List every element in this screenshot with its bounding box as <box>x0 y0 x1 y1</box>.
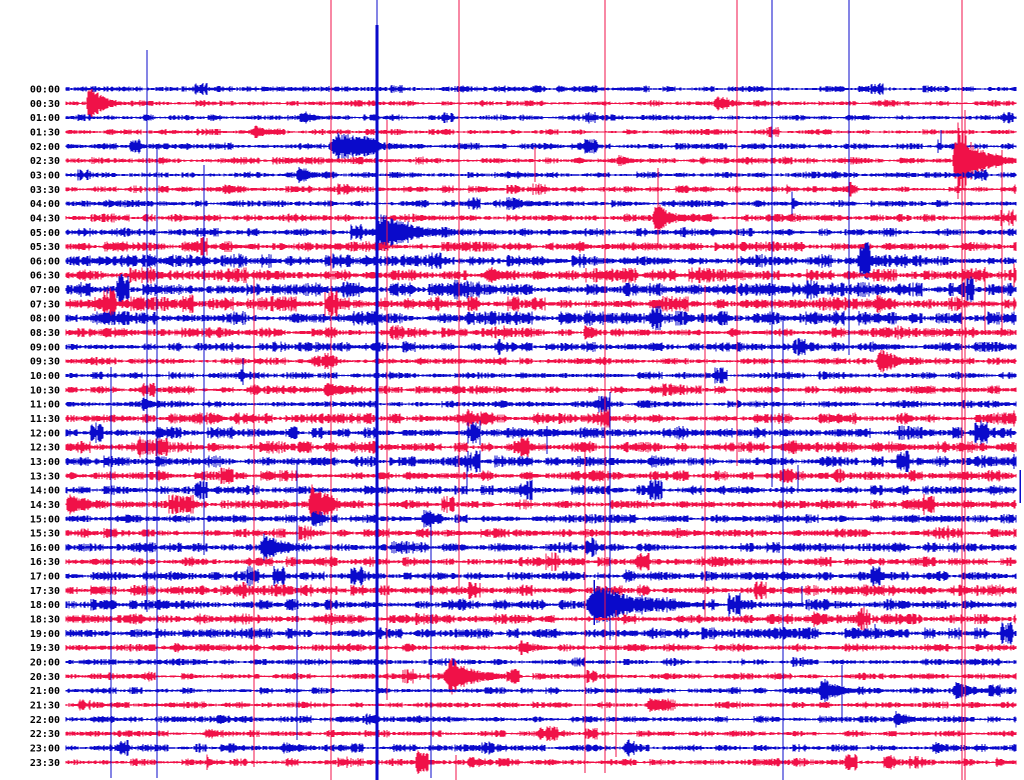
time-label: 05:30 <box>30 242 60 253</box>
trace-row <box>65 83 1017 95</box>
time-label: 13:00 <box>30 457 60 468</box>
trace-row <box>65 467 1017 485</box>
trace-row <box>65 306 1017 331</box>
trace-row <box>65 122 1017 199</box>
spike-lines <box>110 0 1021 780</box>
trace-row <box>65 711 1017 728</box>
time-label: 01:30 <box>30 128 60 139</box>
trace-row <box>65 450 1017 473</box>
trace-row <box>65 622 1017 645</box>
trace-row <box>65 263 1017 288</box>
trace-rows <box>65 83 1017 775</box>
trace-row <box>65 338 1017 356</box>
time-label: 03:30 <box>30 185 60 196</box>
trace-row <box>65 566 1017 587</box>
time-label: 21:00 <box>30 686 60 697</box>
trace-row <box>65 657 1017 667</box>
time-label: 00:00 <box>30 85 60 96</box>
time-label: 17:00 <box>30 572 60 583</box>
trace-row <box>65 679 1017 703</box>
time-label: 04:30 <box>30 213 60 224</box>
time-label: 10:00 <box>30 371 60 382</box>
time-label: 04:00 <box>30 199 60 210</box>
time-label: 06:30 <box>30 271 60 282</box>
trace-row <box>65 484 1017 525</box>
trace-row <box>65 640 1017 655</box>
trace-row <box>65 533 1017 562</box>
time-label: 00:30 <box>30 99 60 110</box>
time-label: 08:00 <box>30 314 60 325</box>
trace-row <box>65 552 1017 572</box>
time-label: 07:30 <box>30 299 60 310</box>
trace-row <box>65 698 1017 712</box>
trace-row <box>65 509 1017 528</box>
trace-row <box>65 726 1017 741</box>
trace-row <box>65 739 1017 757</box>
trace-row <box>65 236 1017 257</box>
time-label: 08:30 <box>30 328 60 339</box>
trace-row <box>65 214 1017 251</box>
time-label: 17:30 <box>30 586 60 597</box>
time-label: 14:30 <box>30 500 60 511</box>
trace-row <box>65 132 1017 160</box>
trace-row <box>65 420 1017 446</box>
time-label: 09:30 <box>30 357 60 368</box>
time-label: 07:00 <box>30 285 60 296</box>
trace-row <box>65 325 1017 340</box>
time-label: 19:30 <box>30 643 60 654</box>
time-label: 23:30 <box>30 758 60 769</box>
time-label: 12:00 <box>30 428 60 439</box>
time-label: 15:00 <box>30 514 60 525</box>
time-label: 02:00 <box>30 142 60 153</box>
time-label: 10:30 <box>30 385 60 396</box>
time-label: 15:30 <box>30 529 60 540</box>
time-label: 22:30 <box>30 729 60 740</box>
trace-row <box>65 167 1017 183</box>
time-label: 11:00 <box>30 400 60 411</box>
time-label: 09:00 <box>30 342 60 353</box>
time-label: 16:30 <box>30 557 60 568</box>
time-label: 14:00 <box>30 486 60 497</box>
time-label: 12:30 <box>30 443 60 454</box>
trace-row <box>65 288 1017 320</box>
time-label: 20:00 <box>30 658 60 669</box>
time-label: 19:00 <box>30 629 60 640</box>
time-label: 13:30 <box>30 471 60 482</box>
time-label: 18:00 <box>30 600 60 611</box>
time-labels: 00:00 00:30 01:00 01:30 02:00 02:30 03:00 03:30… <box>30 85 60 769</box>
time-label: 06:00 <box>30 256 60 267</box>
trace-row <box>65 382 1017 398</box>
trace-row <box>65 436 1017 458</box>
trace-row <box>65 273 1017 306</box>
trace-row <box>65 658 1017 695</box>
trace-row <box>65 111 1017 124</box>
time-label: 11:30 <box>30 414 60 425</box>
trace-row <box>65 125 1017 139</box>
trace-row <box>65 479 1017 501</box>
trace-row <box>65 181 1017 197</box>
trace-row <box>65 750 1017 775</box>
trace-row <box>65 349 1017 373</box>
trace-row <box>65 89 1017 118</box>
trace-row <box>65 409 1017 428</box>
time-label: 20:30 <box>30 672 60 683</box>
time-label: 01:00 <box>30 113 60 124</box>
time-label: 22:00 <box>30 715 60 726</box>
trace-row <box>65 191 1017 216</box>
trace-row <box>65 367 1017 384</box>
trace-row <box>65 525 1017 541</box>
time-label: 03:00 <box>30 170 60 181</box>
trace-row <box>65 241 1017 280</box>
time-label: 16:00 <box>30 543 60 554</box>
trace-row <box>65 396 1017 413</box>
time-label: 02:30 <box>30 156 60 167</box>
time-label: 05:00 <box>30 228 60 239</box>
time-label: 18:30 <box>30 615 60 626</box>
time-label: 23:00 <box>30 743 60 754</box>
time-label: 21:30 <box>30 701 60 712</box>
